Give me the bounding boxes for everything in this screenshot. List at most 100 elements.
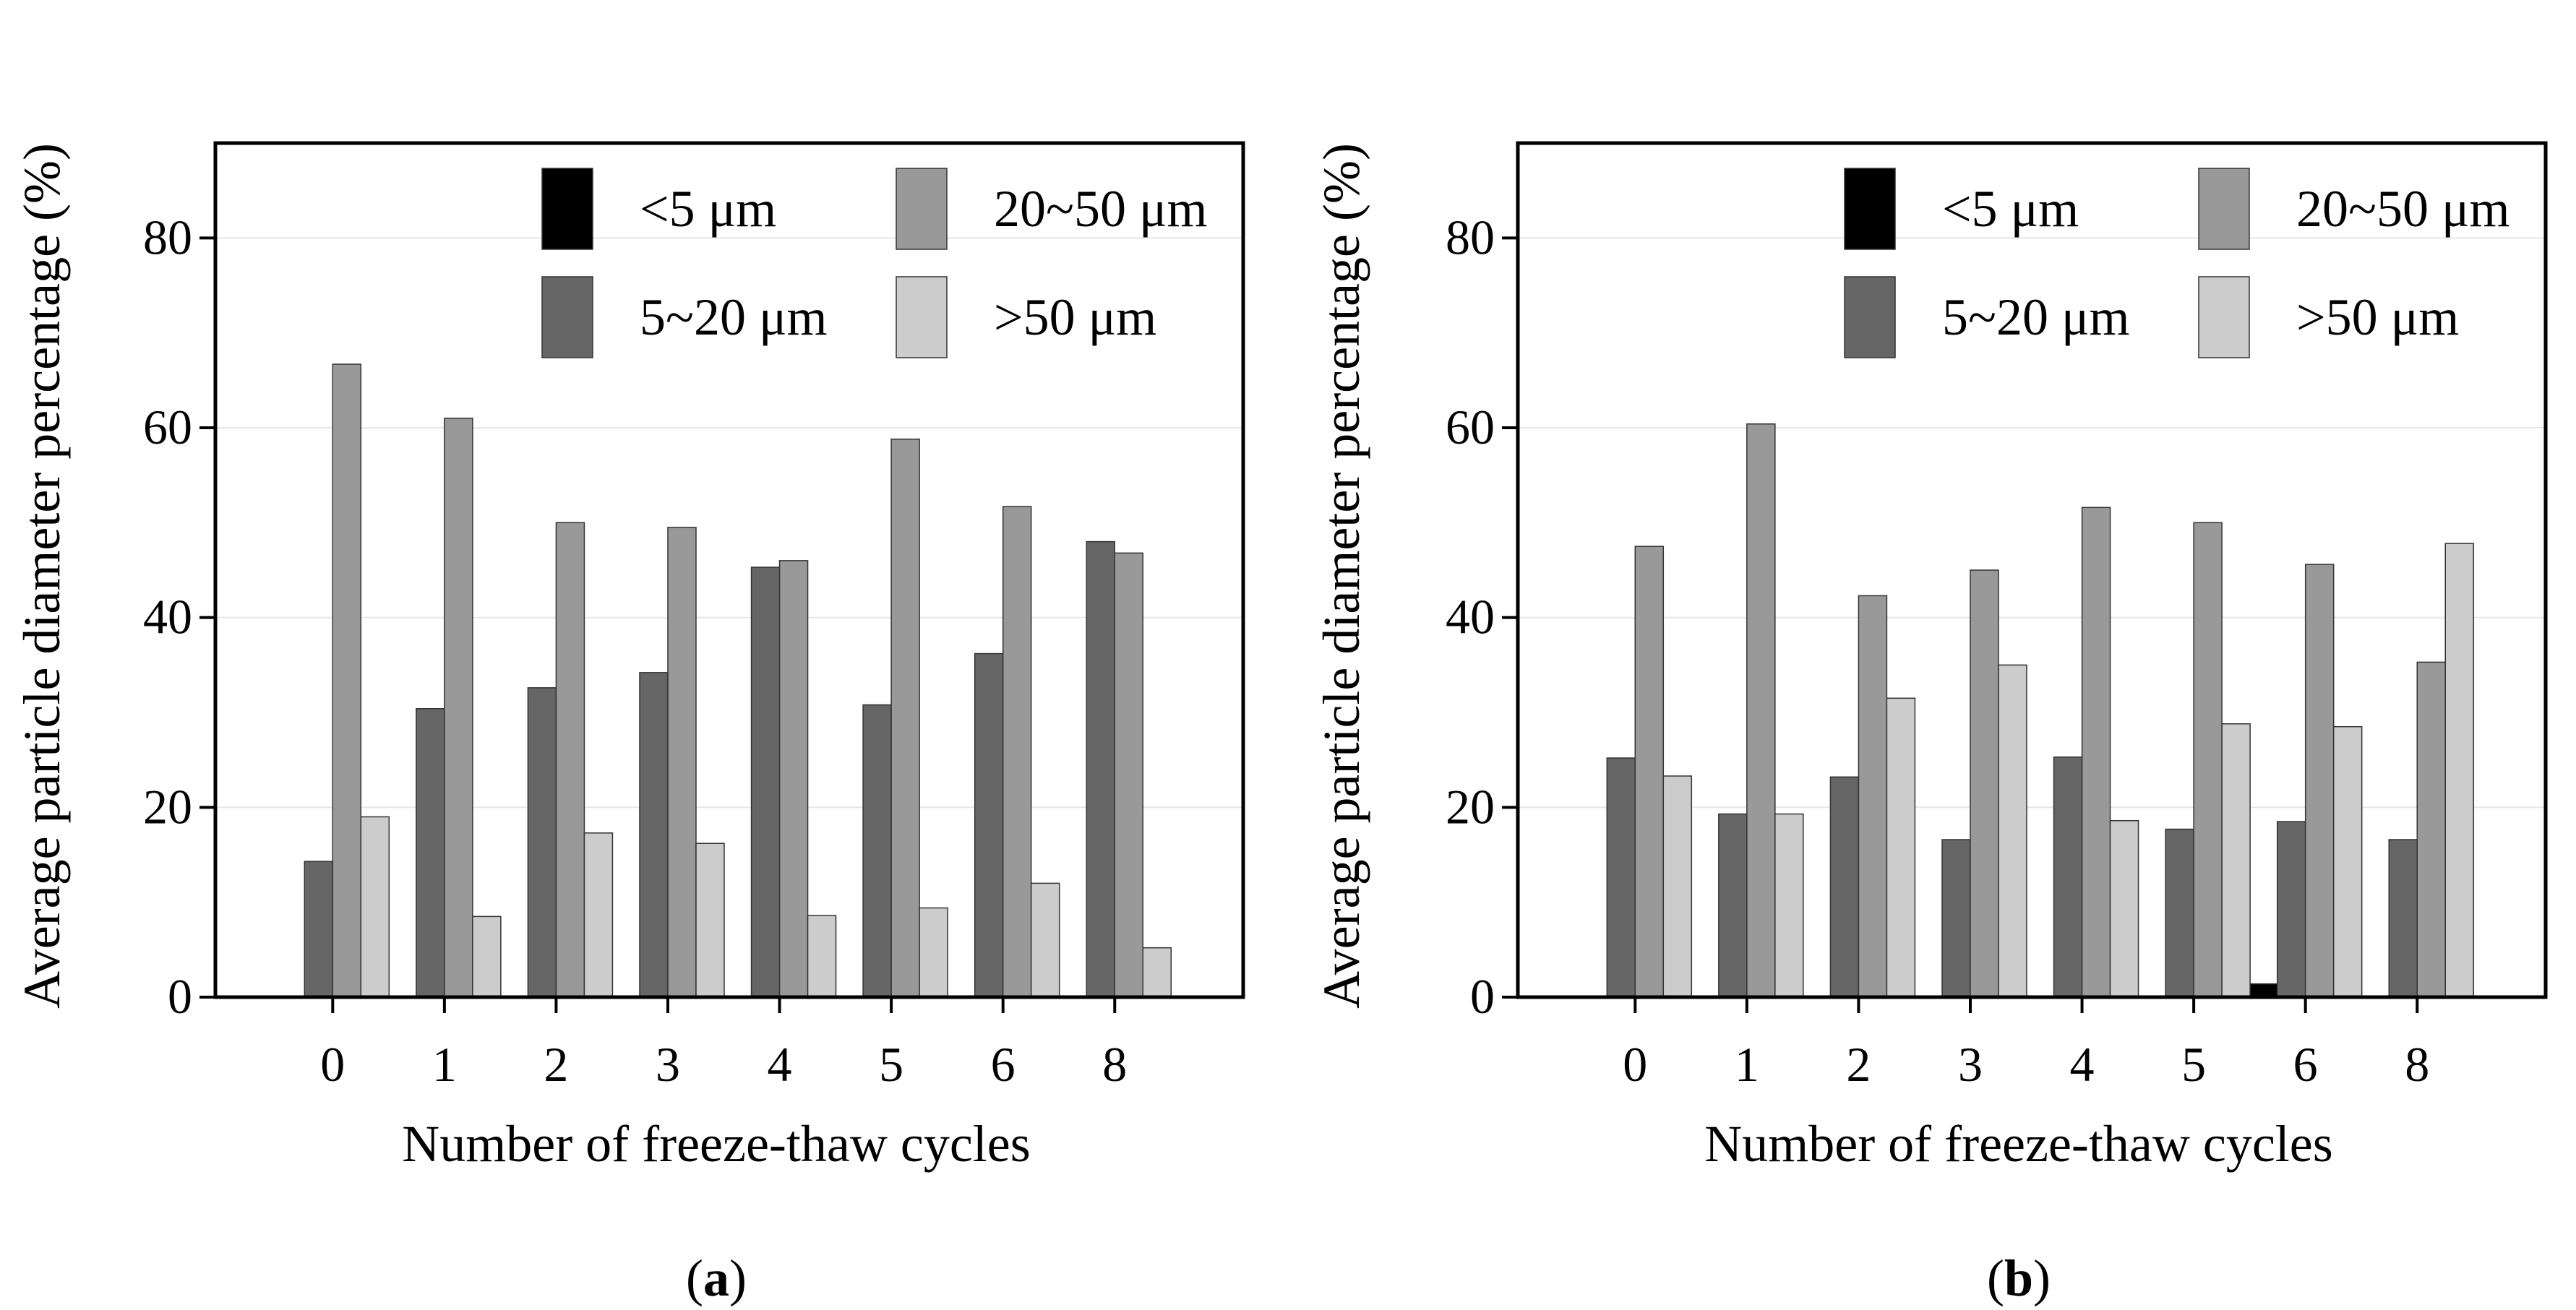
x-tick-label: 3 xyxy=(656,1037,680,1092)
x-tick-label: 6 xyxy=(991,1037,1016,1092)
bar-50m-4 xyxy=(807,915,837,998)
y-tick-label: 20 xyxy=(143,779,192,834)
bar-520m-3 xyxy=(1941,839,1971,998)
bar-520m-0 xyxy=(304,861,334,998)
bar-2050m-4 xyxy=(778,560,809,998)
x-tick-label: 6 xyxy=(2293,1037,2318,1092)
bar-50m-1 xyxy=(472,915,502,998)
x-tick-label: 5 xyxy=(2181,1037,2206,1092)
x-tick-label: 0 xyxy=(320,1037,345,1092)
legend-swatch xyxy=(896,168,948,250)
bar-50m-8 xyxy=(2444,543,2474,998)
legend-label: 20~50 μm xyxy=(2296,180,2510,238)
x-tick-label: 5 xyxy=(879,1037,903,1092)
bar-2050m-5 xyxy=(890,439,920,998)
bar-520m-6 xyxy=(974,652,1004,998)
legend-swatch xyxy=(541,276,593,358)
bar-5m-6 xyxy=(2248,983,2278,998)
chart-panel-b: 0 20 40 60 80 0 1 2 3 4 5 6 8 Number of freeze-thaw c… xyxy=(1313,141,2548,1307)
bar-2050m-4 xyxy=(2081,507,2111,998)
bar-50m-6 xyxy=(2332,725,2363,998)
legend: <5 μm 5~20 μm 20~50 μm >50 μm xyxy=(1844,168,2510,358)
chart-panel-a: 0 20 40 60 80 0 1 2 3 4 5 6 8 Number of freeze-thaw c… xyxy=(13,141,1245,1307)
bar-50m-1 xyxy=(1774,813,1804,998)
x-tick-label: 1 xyxy=(432,1037,457,1092)
bar-50m-0 xyxy=(1662,775,1693,998)
bar-2050m-1 xyxy=(444,418,473,998)
y-tick-label: 40 xyxy=(143,590,192,645)
legend-swatch xyxy=(541,168,593,250)
legend-label: <5 μm xyxy=(640,180,776,238)
legend-label: >50 μm xyxy=(994,288,1156,346)
bar-2050m-2 xyxy=(555,522,585,998)
plot-frame xyxy=(213,141,1245,999)
legend-swatch xyxy=(1844,276,1896,358)
plot-frame xyxy=(1516,141,2548,999)
bar-520m-8 xyxy=(1086,540,1115,998)
legend-label: 5~20 μm xyxy=(640,288,828,346)
bar-2050m-3 xyxy=(1970,569,1999,998)
legend-label: >50 μm xyxy=(2296,288,2459,346)
x-tick-label: 0 xyxy=(1623,1037,1647,1092)
x-tick-label: 3 xyxy=(1958,1037,1983,1092)
legend-label: <5 μm xyxy=(1942,180,2079,238)
bar-520m-5 xyxy=(862,704,892,998)
bar-2050m-8 xyxy=(1114,552,1143,998)
bar-50m-3 xyxy=(1998,664,2027,998)
legend-swatch xyxy=(2198,168,2250,250)
bar-2050m-3 xyxy=(667,527,697,998)
bar-50m-4 xyxy=(2109,819,2139,998)
bar-50m-8 xyxy=(1142,947,1172,998)
bar-520m-2 xyxy=(527,687,557,998)
y-tick-label: 80 xyxy=(1446,210,1495,264)
bar-520m-4 xyxy=(2053,756,2083,998)
y-tick-label: 40 xyxy=(1446,590,1495,645)
panel-label: (a) xyxy=(686,1249,747,1307)
bar-520m-1 xyxy=(1718,813,1748,998)
y-tick-label: 0 xyxy=(168,969,192,1024)
legend-swatch xyxy=(896,276,948,358)
x-tick-label: 8 xyxy=(2405,1037,2429,1092)
bar-520m-5 xyxy=(2165,828,2194,998)
legend-label: 20~50 μm xyxy=(994,180,1208,238)
x-axis-title: Number of freeze-thaw cycles xyxy=(402,1115,1031,1173)
panel-label: (b) xyxy=(1987,1249,2051,1307)
legend-swatch xyxy=(1844,168,1896,250)
y-tick-label: 60 xyxy=(143,400,192,454)
bar-520m-6 xyxy=(2276,821,2306,998)
bar-520m-8 xyxy=(2388,839,2418,998)
x-tick-label: 4 xyxy=(2070,1037,2095,1092)
bar-520m-2 xyxy=(1829,776,1860,998)
bar-2050m-6 xyxy=(1002,506,1032,998)
bar-50m-2 xyxy=(1886,697,1916,998)
y-tick-label: 80 xyxy=(143,210,192,264)
bar-520m-3 xyxy=(639,672,669,998)
bar-520m-1 xyxy=(416,707,445,998)
bar-50m-6 xyxy=(1030,882,1060,998)
legend: <5 μm 5~20 μm 20~50 μm >50 μm xyxy=(541,168,1208,358)
x-tick-label: 2 xyxy=(1846,1037,1871,1092)
x-axis-title: Number of freeze-thaw cycles xyxy=(1704,1115,2333,1173)
legend-swatch xyxy=(2198,276,2250,358)
bar-2050m-0 xyxy=(332,363,362,998)
y-axis-title: Average particle diameter percentage (%) xyxy=(13,143,71,1009)
bar-50m-0 xyxy=(360,816,390,998)
y-tick-label: 60 xyxy=(1446,400,1495,454)
y-axis-title: Average particle diameter percentage (%) xyxy=(1313,143,1370,1009)
bar-2050m-8 xyxy=(2416,661,2446,998)
legend-label: 5~20 μm xyxy=(1942,288,2130,346)
bar-2050m-2 xyxy=(1858,595,1888,998)
y-tick-label: 20 xyxy=(1446,779,1495,834)
bar-520m-4 xyxy=(750,566,781,998)
bar-2050m-0 xyxy=(1634,546,1665,998)
x-tick-label: 2 xyxy=(544,1037,568,1092)
bar-2050m-5 xyxy=(2193,522,2223,998)
bar-520m-0 xyxy=(1606,757,1636,998)
bar-2050m-6 xyxy=(2304,564,2335,998)
bar-50m-2 xyxy=(583,832,614,998)
x-tick-label: 8 xyxy=(1102,1037,1127,1092)
bar-50m-3 xyxy=(695,843,725,998)
x-tick-label: 1 xyxy=(1735,1037,1759,1092)
bar-2050m-1 xyxy=(1746,423,1776,998)
